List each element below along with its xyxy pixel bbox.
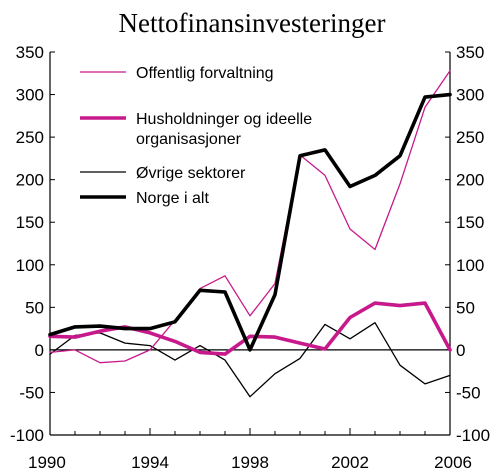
legend: Offentlig forvaltning Husholdninger og id…: [80, 65, 312, 207]
y-tick-label-left: 50: [25, 298, 44, 317]
y-tick-label-left: 200: [16, 171, 44, 190]
series-line-1: [49, 70, 451, 364]
legend-label: Øvrige sektorer: [136, 165, 246, 182]
y-tick-label-right: -100: [456, 426, 490, 445]
x-tick-label: 1994: [131, 453, 169, 472]
y-tick-label-right: 50: [456, 298, 475, 317]
y-tick-label-right: -50: [456, 383, 481, 402]
y-tick-label-right: 250: [456, 128, 484, 147]
series-layer: [48, 70, 452, 398]
y-tick-label-right: 100: [456, 256, 484, 275]
y-tick-label-left: 0: [35, 341, 44, 360]
chart-title: Nettofinansinvesteringer: [119, 8, 386, 38]
y-tick-label-left: -100: [10, 426, 44, 445]
x-tick-label: 2002: [331, 453, 369, 472]
y-tick-label-left: 250: [16, 128, 44, 147]
y-tick-label-right: 350: [456, 43, 484, 62]
y-tick-label-right: 300: [456, 86, 484, 105]
y-tick-label-left: 350: [16, 43, 44, 62]
x-tick-label: 2006: [434, 453, 472, 472]
y-tick-label-right: 0: [456, 341, 465, 360]
y-tick-label-left: 100: [16, 256, 44, 275]
x-tick-label: 1998: [231, 453, 269, 472]
legend-label: Norge i alt: [136, 190, 209, 207]
y-tick-label-right: 200: [456, 171, 484, 190]
y-tick-label-right: 150: [456, 213, 484, 232]
series-line-4: [48, 92, 452, 352]
series-line-3: [49, 322, 451, 398]
legend-label: Husholdninger og ideelle: [136, 111, 312, 128]
y-tick-label-left: 300: [16, 86, 44, 105]
legend-label: Offentlig forvaltning: [136, 65, 274, 82]
x-tick-label: 1990: [28, 453, 66, 472]
y-tick-label-left: 150: [16, 213, 44, 232]
y-tick-label-left: -50: [19, 383, 44, 402]
legend-label: organisasjoner: [136, 131, 242, 148]
axes: -100 -100 -50 -50 0 0 50 50 100 100 150 150 200 200 25…: [10, 43, 490, 472]
